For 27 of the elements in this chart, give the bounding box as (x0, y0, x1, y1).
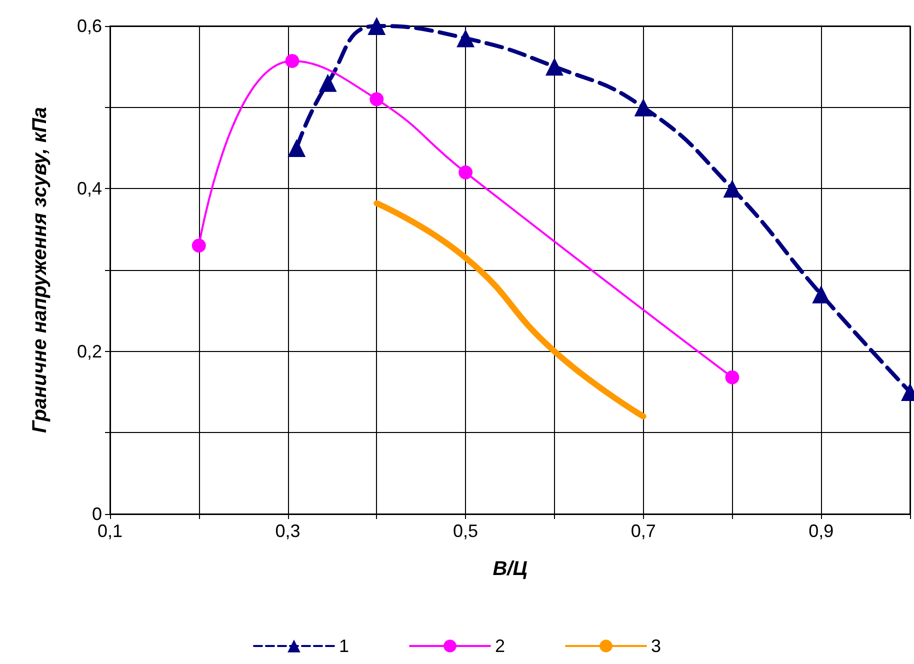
legend-label: 1 (338, 636, 349, 656)
x-axis-title: В/Ц (492, 558, 528, 580)
legend-label: 3 (651, 636, 662, 656)
point (545, 58, 564, 76)
point (458, 165, 473, 180)
point (456, 29, 475, 48)
y-axis-title: Граничне напруження зсуву, кПа (29, 106, 51, 434)
legend-label: 2 (494, 636, 506, 656)
point (318, 74, 337, 92)
point (725, 370, 740, 384)
point (288, 139, 306, 157)
point (368, 17, 386, 35)
point (723, 180, 742, 198)
point (634, 98, 652, 116)
y-tick-label: 0,2 (76, 341, 102, 362)
x-tick-label: 0,7 (630, 521, 656, 541)
point (370, 92, 384, 106)
y-tick-label: 0,6 (76, 16, 102, 36)
point (285, 54, 300, 68)
x-tick-label: 0,9 (808, 521, 834, 541)
x-tick-label: 0,1 (97, 521, 123, 541)
x-tick-label: 0,3 (275, 521, 300, 541)
y-tick-label: 0 (92, 504, 102, 524)
point (812, 285, 830, 304)
point (192, 238, 206, 253)
y-tick-label: 0,4 (76, 178, 102, 199)
x-tick-label: 0,5 (453, 521, 478, 541)
